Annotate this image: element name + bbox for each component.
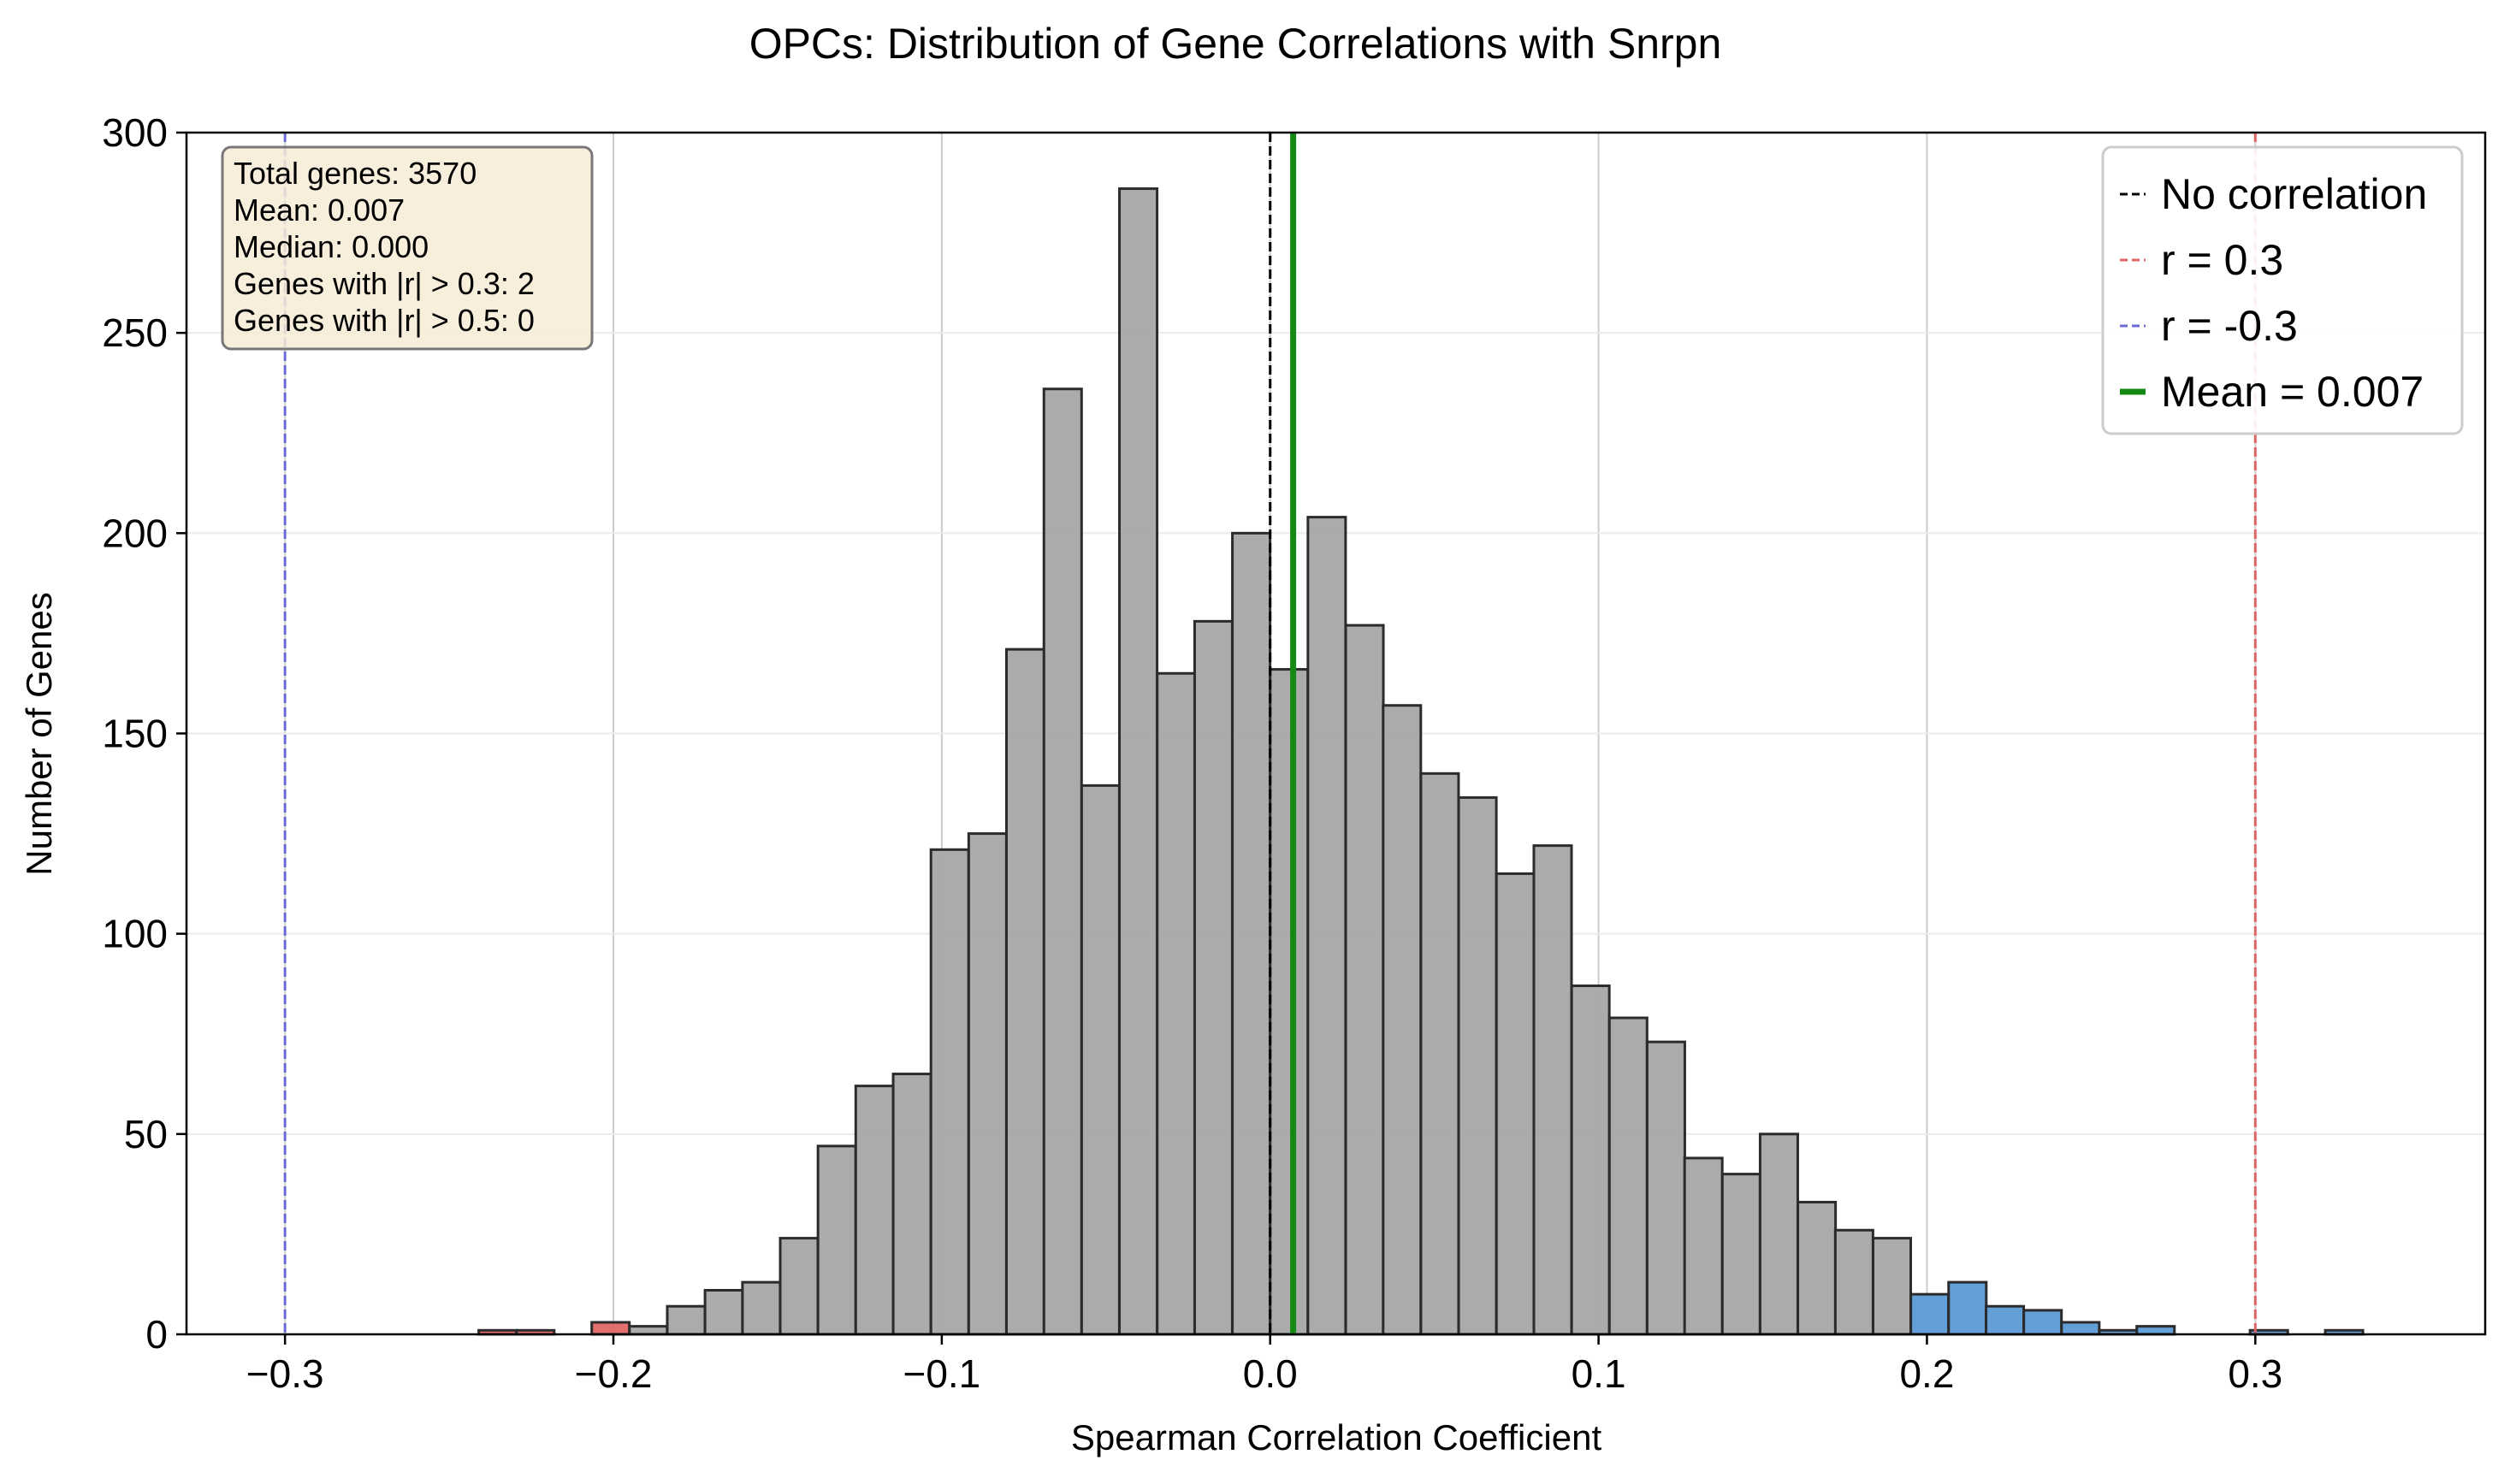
histogram-bar xyxy=(1758,1132,1799,1336)
histogram-bar xyxy=(666,1304,707,1336)
y-tick-label: 100 xyxy=(102,912,168,956)
histogram-bar xyxy=(628,1325,669,1336)
histogram-bar xyxy=(1871,1237,1913,1336)
y-tick-label: 300 xyxy=(102,110,168,155)
histogram-bar xyxy=(1382,704,1423,1336)
stats-box-background xyxy=(221,145,594,351)
legend-label: r = -0.3 xyxy=(2161,302,2298,350)
histogram-bar xyxy=(1156,671,1197,1336)
histogram-bar xyxy=(2060,1321,2101,1336)
y-tick-label: 200 xyxy=(102,511,168,555)
histogram-bar xyxy=(2022,1309,2063,1336)
histogram-bar xyxy=(1118,187,1159,1336)
legend-label: No correlation xyxy=(2161,170,2427,218)
x-axis-label: Spearman Correlation Coefficient xyxy=(1071,1417,1602,1457)
histogram-bar xyxy=(1457,795,1498,1336)
axis-ticks: −0.3 −0.2 −0.1 0.0 0.1 0.2 0.3 0 50 100 150 200 250 3… xyxy=(102,110,2282,1396)
legend-label: Mean = 0.007 xyxy=(2161,368,2424,416)
histogram-bar xyxy=(1570,984,1611,1336)
histogram-bar xyxy=(1607,1016,1649,1336)
histogram-bar xyxy=(1495,872,1536,1336)
x-tick-label: −0.3 xyxy=(246,1351,324,1396)
y-tick-label: 250 xyxy=(102,310,168,355)
x-tick-label: −0.2 xyxy=(575,1351,653,1396)
histogram-bar xyxy=(967,832,1008,1336)
histogram-bar xyxy=(854,1085,895,1336)
x-tick-label: −0.1 xyxy=(903,1351,980,1396)
y-axis-label: Number of Genes xyxy=(19,592,59,876)
y-tick-label: 150 xyxy=(102,712,168,756)
histogram-bar xyxy=(1231,531,1272,1336)
histogram-bar xyxy=(1683,1156,1724,1336)
histogram-bar xyxy=(1193,619,1234,1336)
stats-line: Genes with |r| > 0.5: 0 xyxy=(234,303,535,338)
x-tick-label: 0.2 xyxy=(1899,1351,1954,1396)
histogram-bar xyxy=(891,1073,932,1336)
histogram-bar xyxy=(1306,516,1347,1336)
histogram-bar xyxy=(1080,783,1121,1336)
y-tick-label: 50 xyxy=(124,1112,168,1156)
chart-title: OPCs: Distribution of Gene Correlations … xyxy=(749,20,1722,68)
stats-line: Total genes: 3570 xyxy=(234,156,477,191)
histogram-bar xyxy=(1532,844,1573,1336)
stats-line: Mean: 0.007 xyxy=(234,192,405,228)
histogram-bar xyxy=(741,1280,782,1336)
histogram-bar xyxy=(1797,1200,1838,1336)
histogram-bar xyxy=(1720,1173,1761,1336)
histogram-bars xyxy=(477,187,2365,1336)
histogram-bar xyxy=(1042,387,1083,1336)
histogram-bar xyxy=(1985,1304,2026,1336)
histogram-bar xyxy=(703,1288,744,1336)
legend-label: r = 0.3 xyxy=(2161,236,2283,284)
x-tick-label: 0.1 xyxy=(1572,1351,1626,1396)
histogram-bar xyxy=(2135,1325,2176,1336)
histogram-bar xyxy=(590,1321,631,1336)
histogram-bar xyxy=(1909,1292,1951,1336)
histogram-bar xyxy=(1004,647,1046,1336)
x-tick-label: 0.0 xyxy=(1243,1351,1298,1396)
stats-line: Genes with |r| > 0.3: 2 xyxy=(234,266,535,301)
histogram-bar xyxy=(1645,1040,1686,1336)
histogram-bar xyxy=(929,848,970,1336)
histogram-bar xyxy=(1419,772,1460,1336)
stats-line: Median: 0.000 xyxy=(234,229,429,264)
histogram-bar xyxy=(1269,668,1310,1336)
y-tick-label: 0 xyxy=(145,1312,168,1357)
histogram-bar xyxy=(1947,1280,1988,1336)
histogram-bar xyxy=(816,1144,857,1336)
histogram-bar xyxy=(778,1237,820,1336)
histogram-bar xyxy=(1833,1228,1874,1336)
histogram-bar xyxy=(1344,624,1385,1336)
legend: No correlation r = 0.3 r = -0.3 Mean = 0.00… xyxy=(2101,145,2464,435)
x-tick-label: 0.3 xyxy=(2228,1351,2282,1396)
legend-frame xyxy=(2101,145,2464,435)
